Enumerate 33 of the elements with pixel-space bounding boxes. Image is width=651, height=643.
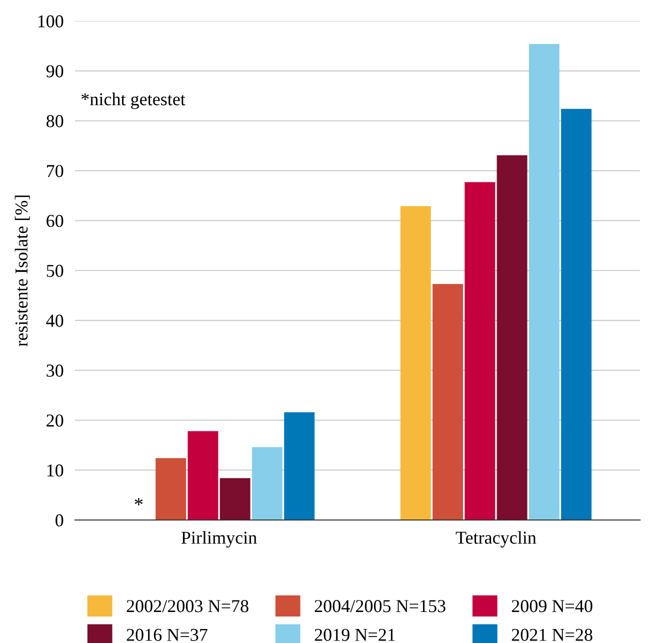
bar	[252, 447, 282, 520]
y-tick-label: 90	[46, 65, 64, 78]
bar	[464, 182, 496, 520]
x-tick-label: Pirlimycin	[181, 531, 257, 548]
bar	[432, 284, 464, 520]
bar	[528, 44, 560, 520]
legend-label: 2016 N=37	[126, 628, 208, 641]
x-tick-label: Tetracyclin	[456, 531, 536, 548]
bar	[561, 108, 592, 520]
bar	[496, 155, 528, 520]
y-tick-label: 50	[46, 264, 64, 277]
y-tick-label: 20	[46, 414, 64, 427]
bar	[156, 458, 186, 520]
bar	[284, 412, 315, 520]
legend-label: 2021 N=28	[512, 628, 592, 641]
annotation: *nicht getestet	[82, 92, 186, 110]
y-tick-label: 40	[46, 314, 64, 327]
annotation: *	[134, 498, 143, 506]
legend-label: 2002/2003 N=78	[126, 600, 248, 612]
y-tick-label: 10	[47, 464, 64, 477]
bar	[400, 206, 431, 520]
y-tick-label: 30	[46, 364, 64, 377]
bar	[188, 431, 218, 520]
y-tick-label: 80	[46, 115, 64, 128]
legend-label: 2004/2005 N=153	[314, 600, 446, 612]
bar	[220, 478, 250, 520]
y-tick-label: 0	[56, 514, 64, 526]
legend-label: 2009 N=40	[512, 600, 592, 612]
legend-label: 2019 N=21	[314, 628, 395, 641]
y-axis-title: resistente Isolate [%]	[14, 196, 30, 346]
y-tick-label: 100	[38, 15, 64, 28]
y-tick-label: 60	[46, 214, 64, 228]
y-tick-label: 70	[47, 164, 64, 178]
